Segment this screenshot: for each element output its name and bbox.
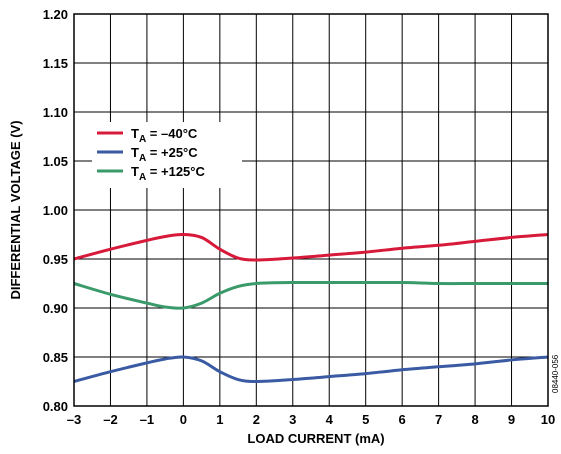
legend-item-plus25c: TA = +25°C xyxy=(97,145,198,164)
y-tick-label: 0.85 xyxy=(43,350,68,365)
legend: TA = –40°CTA = +25°CTA = +125°C xyxy=(97,126,205,183)
x-tick-label: 7 xyxy=(435,412,442,427)
x-tick-label: 10 xyxy=(541,412,555,427)
series-line-minus40c xyxy=(73,232,549,262)
y-tick-label: 1.15 xyxy=(43,56,68,71)
series-layer xyxy=(73,232,549,383)
grid-lines xyxy=(74,14,548,406)
x-tick-label: 8 xyxy=(471,412,478,427)
legend-label: TA = +125°C xyxy=(131,164,205,183)
x-tick-label: 0 xyxy=(180,412,187,427)
legend-item-plus125c: TA = +125°C xyxy=(97,164,205,183)
plot-frame xyxy=(73,13,549,407)
y-tick-label: 1.20 xyxy=(43,7,68,22)
legend-label: TA = –40°C xyxy=(131,126,198,145)
y-tick-label: 0.95 xyxy=(43,252,68,267)
x-axis-label: LOAD CURRENT (mA) xyxy=(247,431,384,446)
legend-label: TA = +25°C xyxy=(131,145,198,164)
x-axis-ticks: –3 –2 –1 0 1 2 3 4 5 6 7 8 9 10 xyxy=(67,412,555,427)
legend-item-minus40c: TA = –40°C xyxy=(97,126,198,145)
x-tick-label: 2 xyxy=(253,412,260,427)
x-tick-label: 9 xyxy=(508,412,515,427)
x-tick-label: 6 xyxy=(399,412,406,427)
series-line-plus125c xyxy=(73,280,548,310)
y-tick-label: 1.00 xyxy=(43,203,68,218)
y-tick-label: 1.05 xyxy=(43,154,68,169)
figure-code: 08440-056 xyxy=(551,354,560,393)
series-line-plus25c xyxy=(73,355,549,383)
y-tick-label: 0.80 xyxy=(43,399,68,414)
y-tick-label: 0.90 xyxy=(43,301,68,316)
x-tick-label: –3 xyxy=(67,412,81,427)
x-tick-label: 3 xyxy=(289,412,296,427)
x-tick-label: 5 xyxy=(362,412,369,427)
y-tick-label: 1.10 xyxy=(43,105,68,120)
y-axis-ticks: 0.80 0.85 0.90 0.95 1.00 1.05 1.10 1.15 1.20 xyxy=(43,7,68,414)
x-tick-label: 4 xyxy=(326,412,334,427)
y-axis-label: DIFFERENTIAL VOLTAGE (V) xyxy=(8,120,23,299)
x-tick-label: 1 xyxy=(216,412,223,427)
x-tick-label: –2 xyxy=(103,412,117,427)
x-tick-label: –1 xyxy=(140,412,154,427)
